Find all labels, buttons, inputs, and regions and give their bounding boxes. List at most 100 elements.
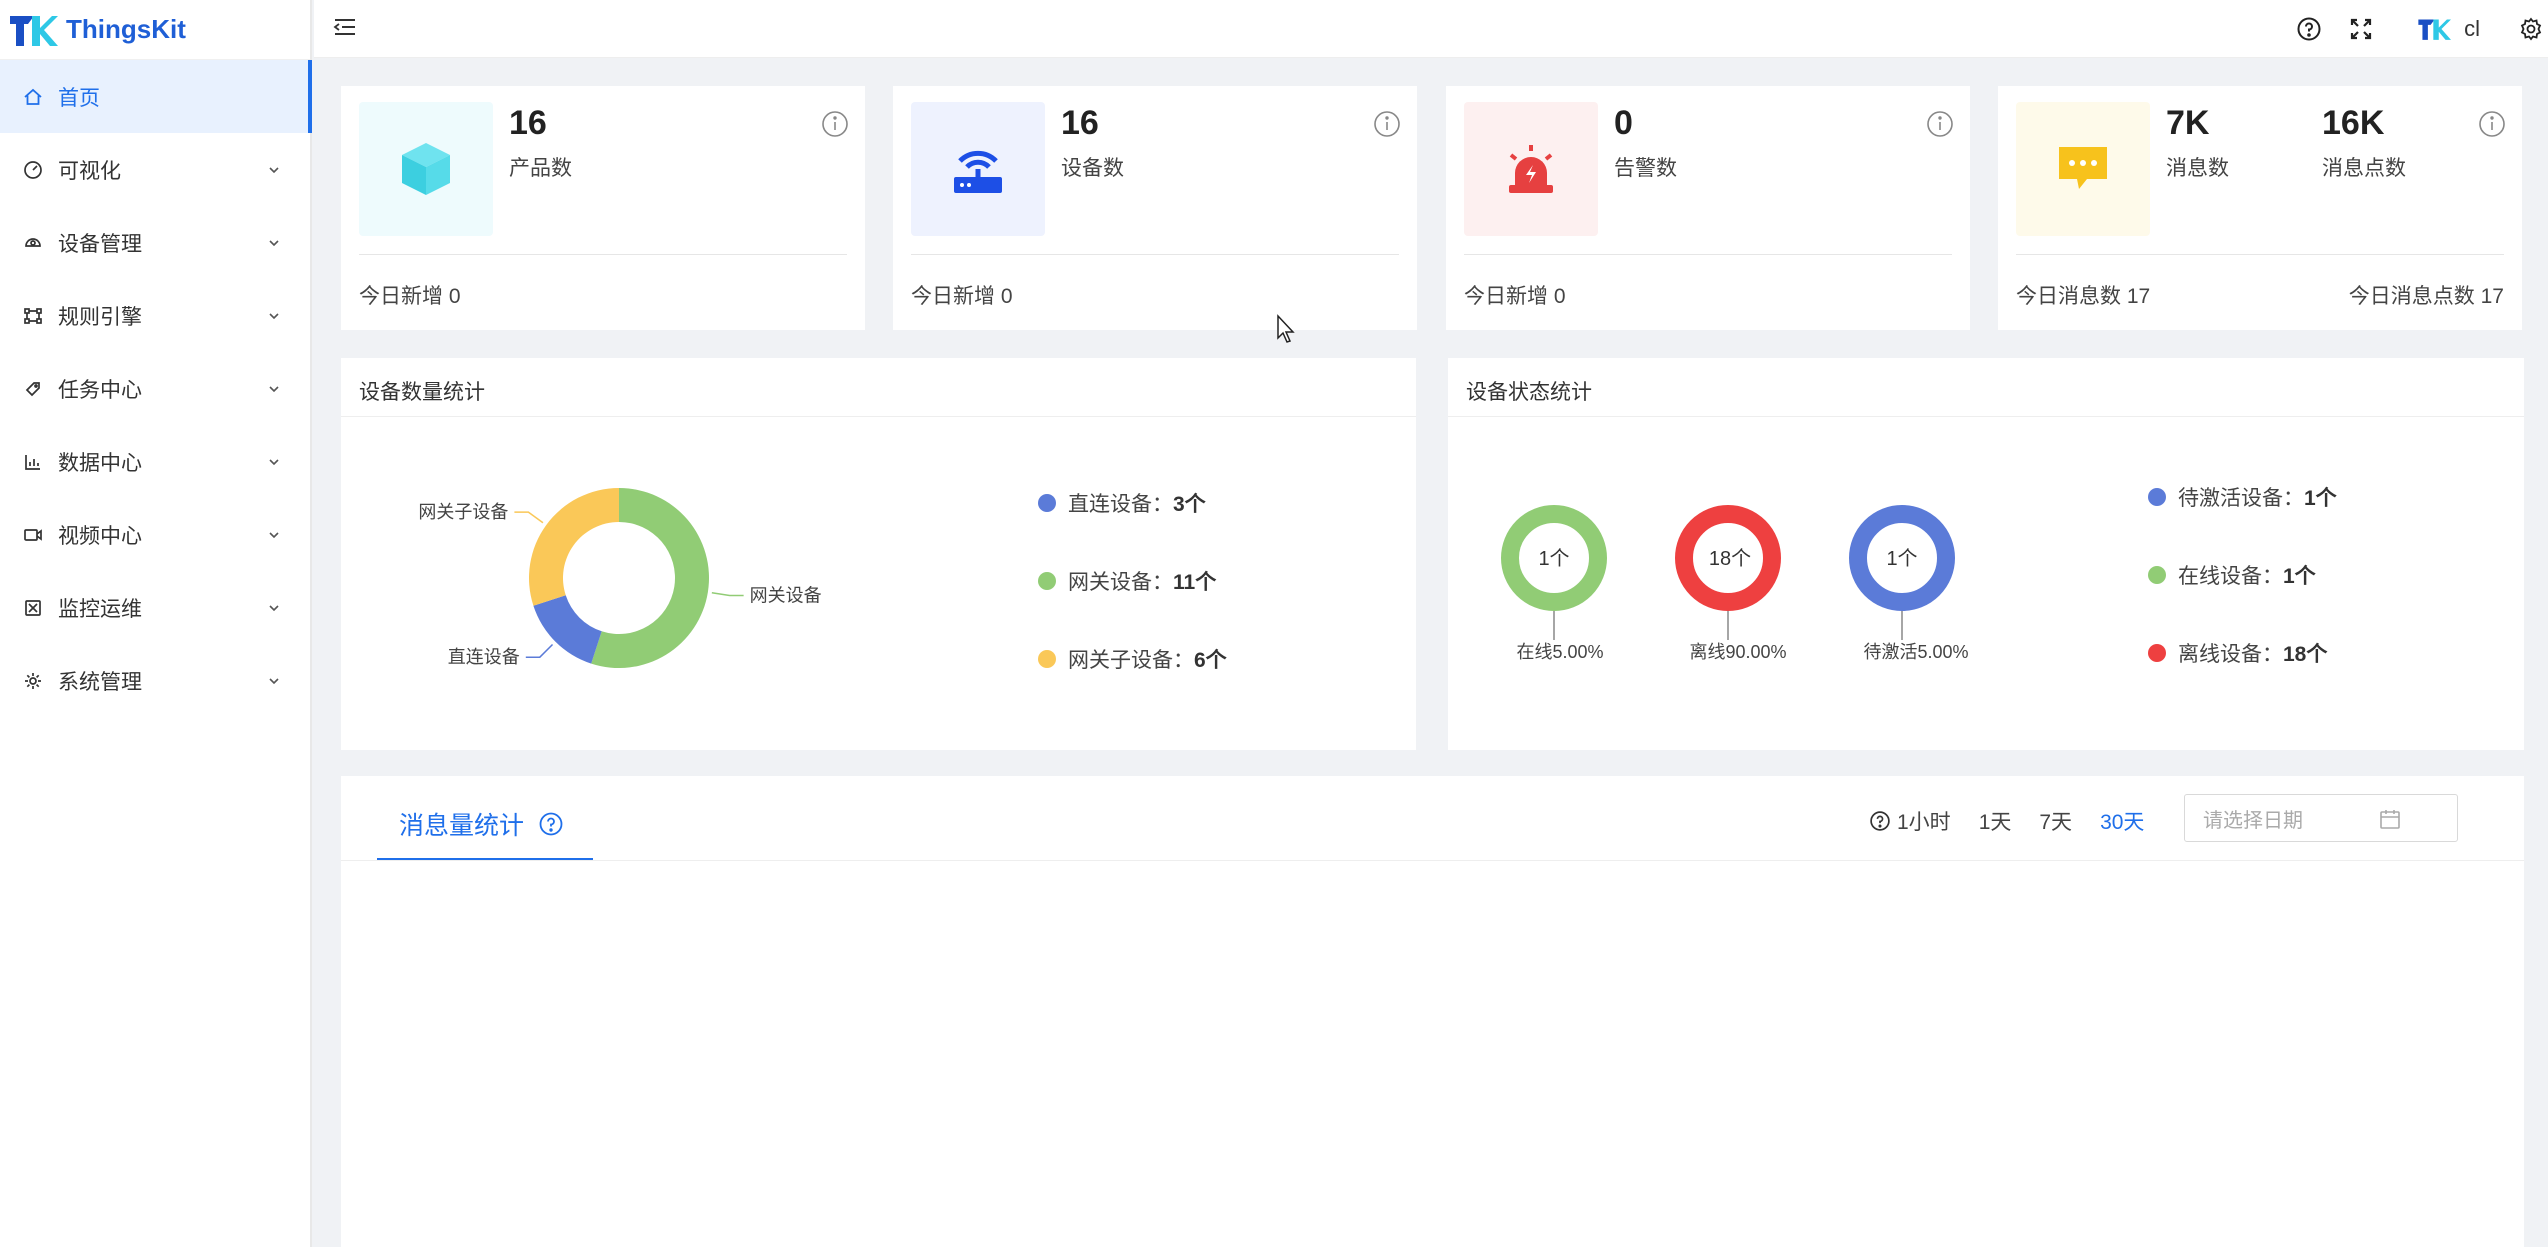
- alarm-icon: [1509, 145, 1553, 193]
- sidebar-item-video-center[interactable]: 视频中心: [0, 498, 310, 571]
- sidebar-item-home[interactable]: 首页: [0, 60, 312, 133]
- legend-label: 在线设备：: [2178, 565, 2283, 588]
- legend-item-pending[interactable]: 待激活设备： 1个: [2148, 482, 2337, 512]
- stat-today-secondary: 今日消息点数 17: [2348, 285, 2504, 308]
- tab-message-stats[interactable]: 消息量统计: [399, 806, 564, 842]
- router-icon: [954, 150, 1002, 193]
- sidebar-item-label: 可视化: [58, 159, 121, 183]
- cube-icon: [402, 143, 450, 195]
- stat-divider: [1464, 254, 1952, 255]
- panel-title: 设备数量统计: [359, 381, 485, 404]
- help-button[interactable]: [2294, 14, 2324, 44]
- gauge-caption: 离线90.00%: [1689, 642, 1786, 662]
- panel-divider: [341, 416, 1416, 417]
- sidebar-item-monitor-ops[interactable]: 监控运维: [0, 571, 310, 644]
- legend-value: 1个: [2283, 565, 2316, 588]
- gauge-offline: 18个 离线90.00%: [1675, 505, 1787, 662]
- help-icon[interactable]: [538, 811, 564, 837]
- video-icon: [22, 524, 44, 546]
- message-icon: [2059, 147, 2107, 189]
- legend-label: 直连设备：: [1068, 493, 1173, 516]
- thingskit-logo-icon: [10, 15, 58, 46]
- date-placeholder: 请选择日期: [2203, 809, 2303, 832]
- legend-item-offline[interactable]: 离线设备： 18个: [2148, 638, 2327, 668]
- stat-card-devices: 16 设备数 今日新增 0: [893, 86, 1417, 330]
- stat-divider: [2016, 254, 2504, 255]
- app-logo[interactable]: ThingsKit: [0, 0, 310, 60]
- chevron-down-icon: [269, 677, 279, 684]
- range-1d-button[interactable]: 1天: [1978, 811, 2012, 834]
- header-actions: cl: [2272, 0, 2548, 58]
- sidebar-item-label: 规则引擎: [58, 305, 142, 329]
- sidebar-item-system-management[interactable]: 系统管理: [0, 644, 310, 717]
- stat-icon-box: [911, 102, 1045, 236]
- info-icon[interactable]: [2478, 110, 2506, 138]
- gauge-ring: [1501, 505, 1607, 611]
- user-name[interactable]: cl: [2464, 16, 2480, 41]
- legend-dot: [1038, 572, 1056, 590]
- sidebar-item-device-management[interactable]: 设备管理: [0, 206, 310, 279]
- user-avatar[interactable]: [2416, 14, 2452, 44]
- question-icon[interactable]: [1869, 810, 1891, 832]
- legend-item-gateway[interactable]: 网关设备： 11个: [1038, 566, 1216, 596]
- chevron-down-icon: [269, 239, 279, 246]
- panel-title: 设备状态统计: [1466, 381, 1592, 404]
- pie-slice[interactable]: [529, 488, 619, 606]
- legend-item-gateway-sub[interactable]: 网关子设备： 6个: [1038, 644, 1227, 674]
- legend-dot: [2148, 488, 2166, 506]
- menu-collapse-button[interactable]: [328, 10, 362, 44]
- gauge-caption: 在线5.00%: [1516, 642, 1603, 662]
- device-status-panel: 设备状态统计 1个 在线5.00% 18个 离线90.00% 1个 待激活5.0…: [1448, 358, 2524, 750]
- main-menu: 首页 可视化 设备管理 规则引擎 任务中心: [0, 60, 312, 717]
- stat-today: 今日新增 0: [911, 285, 1013, 308]
- chevron-down-icon: [269, 312, 279, 319]
- range-7d-button[interactable]: 7天: [2039, 811, 2073, 834]
- legend-label: 网关子设备：: [1068, 649, 1194, 672]
- info-icon[interactable]: [821, 110, 849, 138]
- legend-dot: [1038, 650, 1056, 668]
- chevron-down-icon: [269, 385, 279, 392]
- pie-slice[interactable]: [533, 595, 602, 664]
- legend-value: 1个: [2304, 487, 2337, 510]
- sidebar-item-data-center[interactable]: 数据中心: [0, 425, 310, 498]
- gauge-center-text: 1个: [1886, 547, 1917, 570]
- gauge-center-text: 18个: [1709, 547, 1751, 570]
- stat-value: 16: [509, 104, 547, 142]
- range-1h-button[interactable]: 1小时: [1897, 811, 1951, 834]
- legend-item-online[interactable]: 在线设备： 1个: [2148, 560, 2316, 590]
- task-icon: [22, 378, 44, 400]
- sidebar-item-task-center[interactable]: 任务中心: [0, 352, 310, 425]
- help-icon: [2297, 17, 2321, 41]
- sidebar-item-label: 系统管理: [58, 670, 142, 694]
- fullscreen-icon: [2351, 18, 2372, 40]
- time-range-selector: 1小时 1天 7天 30天: [1869, 806, 2144, 836]
- gauge-online: 1个 在线5.00%: [1501, 505, 1607, 662]
- stat-value: 16: [1061, 104, 1099, 142]
- range-30d-button[interactable]: 30天: [2100, 811, 2145, 834]
- info-icon[interactable]: [1373, 110, 1401, 138]
- gauge-caption: 待激活5.00%: [1863, 642, 1968, 662]
- stat-label: 消息数: [2166, 157, 2229, 180]
- settings-button[interactable]: [2516, 14, 2546, 44]
- sidebar-item-visualization[interactable]: 可视化: [0, 133, 310, 206]
- mouse-cursor-icon: [1277, 314, 1295, 343]
- calendar-icon: [2380, 810, 2400, 829]
- pie-slice[interactable]: [591, 488, 709, 668]
- top-header: cl: [314, 0, 2548, 58]
- legend-value: 18个: [2283, 643, 2328, 666]
- chevron-down-icon: [269, 531, 279, 538]
- chevron-down-icon: [269, 166, 279, 173]
- info-icon[interactable]: [1926, 110, 1954, 138]
- sidebar-item-rule-engine[interactable]: 规则引擎: [0, 279, 310, 352]
- stat-today: 今日消息数 17: [2016, 285, 2151, 308]
- fullscreen-button[interactable]: [2346, 14, 2376, 44]
- date-picker-input[interactable]: 请选择日期: [2184, 794, 2458, 842]
- pie-leader-line: [711, 591, 744, 597]
- device-count-panel: 设备数量统计 网关设备 直连设备 网关子设备 直连设备： 3个 网关设备： 11个 …: [341, 358, 1416, 750]
- legend-dot: [2148, 644, 2166, 662]
- stat-label: 产品数: [509, 157, 572, 180]
- sidebar-item-label: 监控运维: [58, 597, 142, 621]
- legend-item-direct[interactable]: 直连设备： 3个: [1038, 488, 1206, 518]
- chevron-down-icon: [269, 604, 279, 611]
